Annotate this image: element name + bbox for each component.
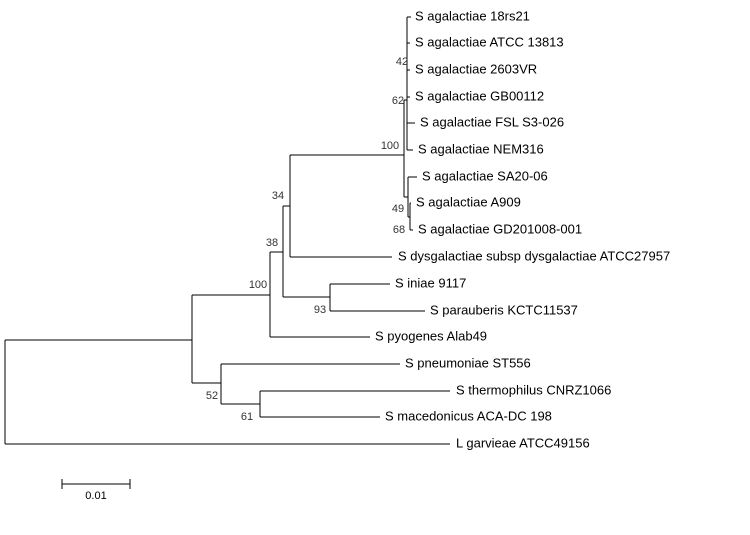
leaf-label: S agalactiae NEM316 [418,141,544,156]
leaf-label: S dysgalactiae subsp dysgalactiae ATCC27… [398,248,670,263]
leaf-label: S agalactiae 2603VR [415,61,537,76]
scale-label: 0.01 [85,490,106,502]
leaf-label: S agalactiae FSL S3-026 [420,114,564,129]
leaf-label: S pyogenes Alab49 [375,328,487,343]
bootstrap-value: 52 [206,390,218,402]
leaf-label: S iniae 9117 [395,275,466,290]
bootstrap-value: 100 [381,140,399,152]
bootstrap-value: 42 [396,56,408,68]
leaf-label: L garvieae ATCC49156 [456,435,590,450]
leaf-label: S agalactiae GD201008-001 [418,221,582,236]
bootstrap-value: 61 [241,411,253,423]
leaf-label: S pneumoniae ST556 [405,355,531,370]
bootstrap-value: 38 [266,237,278,249]
scale-bar [61,479,131,489]
leaf-label: S agalactiae SA20-06 [422,168,548,183]
leaf-label: S agalactiae 18rs21 [415,8,530,23]
bootstrap-value: 68 [393,224,405,236]
leaf-label: S parauberis KCTC11537 [430,302,578,317]
bootstrap-value: 34 [272,190,284,202]
leaf-label: S macedonicus ACA-DC 198 [385,408,552,423]
leaf-label: S agalactiae ATCC 13813 [415,34,564,49]
leaf-label: S agalactiae GB00112 [415,88,544,103]
leaf-label: S thermophilus CNRZ1066 [456,382,611,397]
bootstrap-value: 93 [314,304,326,316]
bootstrap-value: 49 [392,203,404,215]
bootstrap-value: 100 [249,279,267,291]
leaf-label: S agalactiae A909 [416,194,521,209]
bootstrap-value: 62 [392,95,404,107]
tree-branches [4,16,450,445]
